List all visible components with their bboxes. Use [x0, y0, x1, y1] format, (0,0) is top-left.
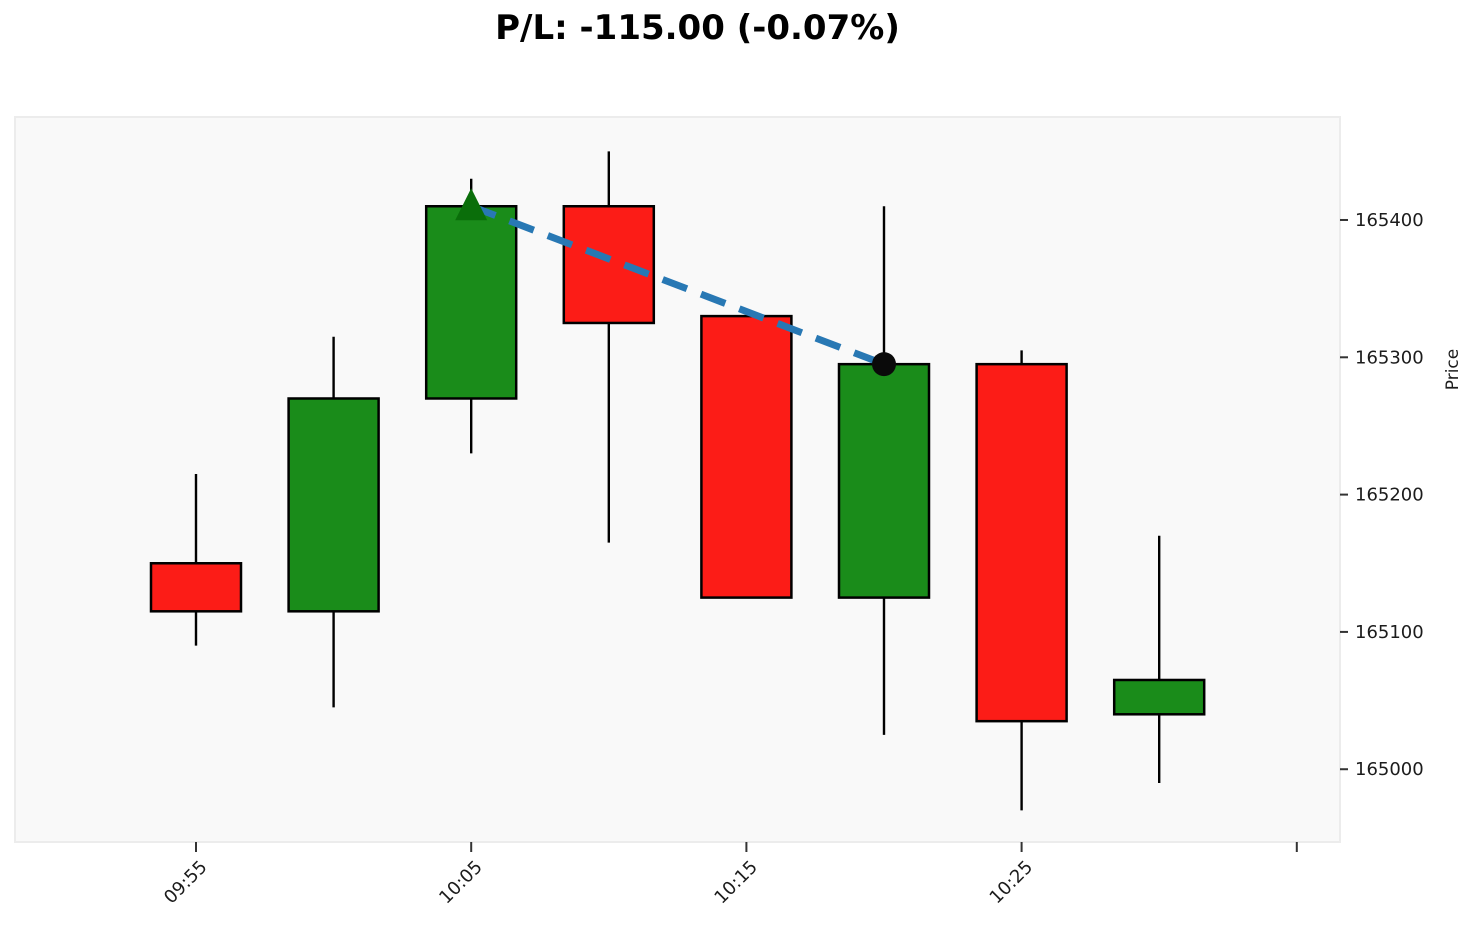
y-tick-label: 165300: [1355, 347, 1424, 368]
exit-marker-icon: [872, 352, 896, 377]
candle-body: [424, 205, 518, 400]
candle-body: [1112, 678, 1206, 716]
chart-title: P/L: -115.00 (-0.07%): [495, 8, 900, 48]
candle-body: [700, 314, 793, 599]
candle-body: [562, 205, 656, 325]
y-tick-label: 165000: [1355, 759, 1424, 780]
entry-marker-icon: [455, 188, 488, 221]
plot-area: [14, 116, 1341, 843]
candle-body: [287, 397, 380, 613]
x-tick-label: 10:05: [435, 857, 487, 909]
candle-body: [837, 362, 931, 599]
trade-connector-line: [469, 202, 886, 368]
candle-body: [975, 362, 1068, 723]
x-tick-label: 09:55: [160, 857, 212, 909]
y-tick-label: 165200: [1355, 485, 1424, 506]
y-tick-label: 165100: [1355, 622, 1424, 643]
candle-body: [149, 562, 243, 613]
x-tick-label: 10:25: [986, 857, 1038, 909]
x-tick-label: 10:15: [710, 857, 762, 909]
y-tick-label: 165400: [1355, 210, 1424, 231]
y-axis-title: Price: [1443, 349, 1463, 390]
